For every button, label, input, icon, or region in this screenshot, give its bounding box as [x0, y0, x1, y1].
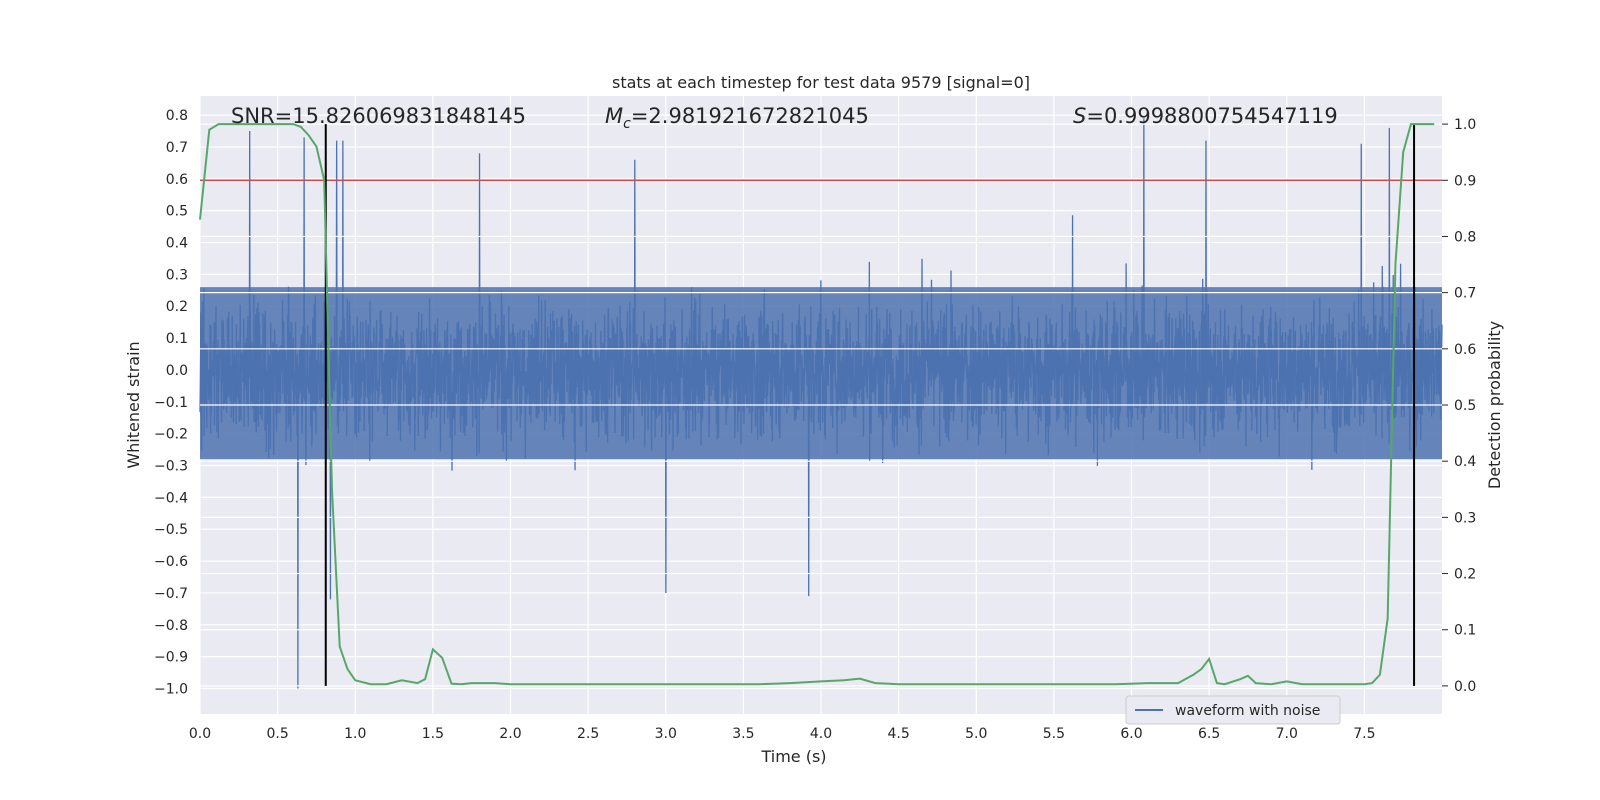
- detection-probability-line: [199, 123, 1435, 686]
- y-right-tick-label: 0.6: [1454, 342, 1476, 358]
- x-tick-label: 0.0: [189, 726, 211, 742]
- x-tick-label: 1.5: [422, 726, 444, 742]
- y-left-tick-label: −0.9: [154, 650, 188, 666]
- y-left-axis-label: Whitened strain: [124, 341, 143, 468]
- y-left-tick-label: −0.6: [154, 554, 188, 570]
- grid-overlay: [200, 123, 1442, 687]
- y-left-tick-label: 0.3: [166, 267, 188, 283]
- y-right-tick-label: 0.1: [1454, 623, 1476, 639]
- x-tick-label: 1.0: [344, 726, 366, 742]
- x-tick-label: 5.5: [1043, 726, 1065, 742]
- x-tick-label: 6.5: [1198, 726, 1220, 742]
- y-left-tick-label: 0.2: [166, 299, 188, 315]
- y-left-tick-label: 0.8: [166, 108, 188, 124]
- x-tick-label: 4.0: [810, 726, 832, 742]
- x-tick-label: 7.0: [1276, 726, 1298, 742]
- mc-subscript: c: [623, 116, 631, 132]
- y-right-axis-ticks: 1.0 0.9 0.8 0.7 0.6 0.5 0.4 0.3 0.2 0.1 0.0: [1442, 117, 1476, 695]
- legend: waveform with noise: [1125, 695, 1341, 725]
- y-left-tick-label: −0.8: [154, 618, 188, 634]
- y-left-tick-label: −0.5: [154, 522, 188, 538]
- y-left-tick-label: −0.4: [154, 490, 188, 506]
- legend-box: [1125, 695, 1341, 725]
- y-right-tick-label: 0.2: [1454, 567, 1476, 583]
- score-annotation: S=0.9998800754547119: [1073, 104, 1338, 128]
- x-tick-label: 3.0: [655, 726, 677, 742]
- y-left-tick-label: −1.0: [154, 682, 188, 698]
- snr-annotation: SNR=15.826069831848145: [231, 104, 526, 128]
- y-left-tick-label: 0.0: [166, 363, 188, 379]
- y-right-tick-label: 0.7: [1454, 286, 1476, 302]
- x-tick-label: 7.5: [1353, 726, 1375, 742]
- y-right-tick-label: 1.0: [1454, 117, 1476, 133]
- y-right-tick-label: 0.4: [1454, 454, 1476, 470]
- y-left-tick-label: 0.7: [166, 140, 188, 156]
- y-left-tick-label: 0.6: [166, 172, 188, 188]
- y-right-tick-label: 0.5: [1454, 398, 1476, 414]
- y-left-tick-label: 0.4: [166, 236, 188, 252]
- y-right-tick-label: 0.8: [1454, 229, 1476, 245]
- y-left-tick-label: −0.3: [154, 459, 188, 475]
- y-left-tick-label: −0.1: [154, 395, 188, 411]
- x-tick-label: 0.5: [266, 726, 288, 742]
- x-tick-label: 2.0: [499, 726, 521, 742]
- y-right-tick-label: 0.3: [1454, 510, 1476, 526]
- mc-symbol: M: [605, 104, 623, 128]
- mc-value: =2.981921672821045: [631, 104, 869, 128]
- x-tick-label: 4.5: [887, 726, 909, 742]
- y-left-tick-label: −0.2: [154, 427, 188, 443]
- y-right-tick-label: 0.0: [1454, 679, 1476, 695]
- s-symbol: S: [1073, 104, 1086, 128]
- y-left-axis-ticks: 0.8 0.7 0.6 0.5 0.4 0.3 0.2 0.1 0.0 −0.1 −0.2 −0.3 −…: [154, 108, 188, 697]
- x-tick-label: 3.5: [732, 726, 754, 742]
- y-right-tick-label: 0.9: [1454, 173, 1476, 189]
- x-tick-label: 6.0: [1120, 726, 1142, 742]
- legend-label: waveform with noise: [1175, 703, 1320, 719]
- waveform-series: [199, 118, 1443, 689]
- s-value: =0.9998800754547119: [1086, 104, 1337, 128]
- y-left-tick-label: 0.5: [166, 204, 188, 220]
- x-tick-label: 5.0: [965, 726, 987, 742]
- x-axis-ticks: 0.0 0.5 1.0 1.5 2.0 2.5 3.0 3.5 4.0 4.5 5.0 5.5 6.0 6…: [189, 726, 1376, 742]
- chart-title: stats at each timestep for test data 957…: [612, 73, 1030, 92]
- chirp-mass-annotation: Mc=2.981921672821045: [605, 104, 869, 132]
- x-tick-label: 2.5: [577, 726, 599, 742]
- y-left-tick-label: 0.1: [166, 331, 188, 347]
- x-axis-label: Time (s): [760, 747, 826, 766]
- y-right-axis-label: Detection probability: [1485, 321, 1504, 489]
- waveform-band: [200, 287, 1442, 460]
- y-left-tick-label: −0.7: [154, 586, 188, 602]
